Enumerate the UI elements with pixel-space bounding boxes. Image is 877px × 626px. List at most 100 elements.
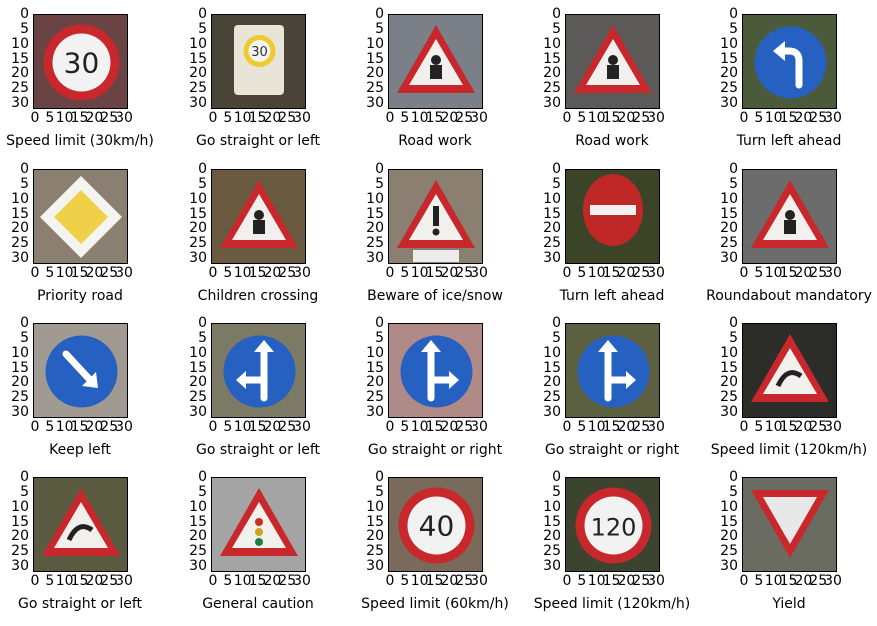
y-tick-label: 10 xyxy=(189,344,207,361)
x-tick-label: 5 xyxy=(754,110,764,126)
x-axis-ticks: 0 5 10 15 20 25 30 xyxy=(740,110,842,127)
y-tick-label: 30 xyxy=(720,95,738,112)
y-axis-ticks: 0 5 10 15 20 25 30 xyxy=(714,162,738,273)
x-tick-label: 5 xyxy=(45,265,55,281)
y-tick-label: 15 xyxy=(543,359,561,376)
y-tick-label: 15 xyxy=(543,50,561,67)
sign-blue-straight-right xyxy=(577,335,650,408)
y-tick-label: 0 xyxy=(729,315,738,331)
x-tick-label: 25 xyxy=(632,419,651,435)
x-tick-label: 15 xyxy=(779,110,798,126)
y-tick-label: 15 xyxy=(366,513,384,530)
x-tick-label: 20 xyxy=(440,265,459,281)
y-tick-label: 5 xyxy=(729,329,738,346)
sign-triangle-work xyxy=(574,25,652,93)
y-tick-label: 30 xyxy=(189,250,207,267)
subplot: 0 5 10 15 20 25 30 0 5 10 15 20 25 30 Priority road xyxy=(5,155,180,310)
x-tick-label: 10 xyxy=(55,265,74,281)
image-panel: 40 xyxy=(388,477,483,572)
y-tick-label: 10 xyxy=(11,35,29,52)
y-tick-label: 10 xyxy=(366,344,384,361)
x-tick-label: 0 xyxy=(385,110,395,126)
x-tick-label: 20 xyxy=(263,265,282,281)
x-tick-label: 10 xyxy=(410,419,429,435)
x-tick-label: 5 xyxy=(754,419,764,435)
y-tick-label: 5 xyxy=(20,483,29,500)
x-tick-label: 30 xyxy=(470,419,488,435)
y-tick-label: 25 xyxy=(189,80,207,97)
y-tick-label: 30 xyxy=(720,558,738,575)
subplot: 0 5 10 15 20 25 30 0 5 10 15 20 25 30 Road work xyxy=(360,0,535,155)
subplot: 0 5 10 15 20 25 30 0 5 10 15 20 25 30 Roundabout manda… xyxy=(706,155,877,310)
y-tick-label: 0 xyxy=(198,315,207,331)
image-panel xyxy=(388,169,483,264)
y-tick-label: 15 xyxy=(11,50,29,67)
x-tick-label: 30 xyxy=(824,265,842,281)
y-tick-label: 10 xyxy=(11,344,29,361)
x-tick-label: 15 xyxy=(602,265,621,281)
x-tick-label: 30 xyxy=(647,573,665,589)
subplot: 0 5 10 15 20 25 30 0 5 10 15 20 25 30 General caution xyxy=(183,463,358,618)
y-tick-label: 5 xyxy=(20,175,29,192)
y-tick-label: 15 xyxy=(189,205,207,222)
sign-figure xyxy=(608,55,618,65)
y-axis-ticks: 0 5 10 15 20 25 30 xyxy=(537,7,561,118)
y-tick-label: 30 xyxy=(189,95,207,112)
y-tick-label: 5 xyxy=(552,175,561,192)
x-tick-label: 5 xyxy=(754,265,764,281)
y-tick-label: 0 xyxy=(20,6,29,22)
y-tick-label: 0 xyxy=(375,469,384,485)
x-tick-label: 20 xyxy=(85,265,104,281)
y-tick-label: 10 xyxy=(11,190,29,207)
x-tick-label: 0 xyxy=(739,419,749,435)
sign-curve xyxy=(66,524,94,542)
y-tick-label: 30 xyxy=(543,95,561,112)
y-tick-label: 10 xyxy=(189,35,207,52)
sign-curve xyxy=(775,370,803,388)
x-tick-label: 20 xyxy=(85,110,104,126)
sign-face xyxy=(400,335,473,408)
x-axis-ticks: 0 5 10 15 20 25 30 xyxy=(31,110,133,127)
traffic-sign-image xyxy=(389,170,482,263)
x-tick-label: 0 xyxy=(208,419,218,435)
y-tick-label: 5 xyxy=(198,483,207,500)
y-axis-ticks: 0 5 10 15 20 25 30 xyxy=(714,7,738,118)
x-tick-label: 15 xyxy=(248,419,267,435)
x-tick-label: 5 xyxy=(400,573,410,589)
x-tick-label: 25 xyxy=(809,110,828,126)
subplot: 0 5 10 15 20 25 30 0 5 10 15 20 25 30 Beware of ice/sn… xyxy=(360,155,535,310)
y-tick-label: 15 xyxy=(189,50,207,67)
x-axis-ticks: 0 5 10 15 20 25 30 xyxy=(385,110,488,127)
y-tick-label: 20 xyxy=(543,528,561,545)
x-axis-ticks: 0 5 10 15 20 25 30 xyxy=(209,573,311,590)
x-axis-ticks: 0 5 10 15 20 25 30 xyxy=(386,573,488,590)
subplot-caption: Road work xyxy=(398,133,472,149)
x-tick-label: 15 xyxy=(248,110,267,126)
image-panel: 30 xyxy=(33,14,128,109)
x-axis-ticks: 0 5 10 15 20 25 30 xyxy=(563,573,665,590)
x-tick-label: 5 xyxy=(223,419,233,435)
x-tick-label: 5 xyxy=(577,265,587,281)
y-axis-ticks: 0 5 10 15 20 25 30 xyxy=(183,7,207,118)
sign-speed: 30 xyxy=(43,24,120,101)
traffic-sign-image xyxy=(212,324,305,417)
traffic-sign-image xyxy=(34,324,127,417)
x-tick-label: 25 xyxy=(455,265,474,281)
x-tick-label: 25 xyxy=(278,419,297,435)
x-tick-label: 10 xyxy=(410,110,429,126)
y-tick-label: 30 xyxy=(366,250,384,267)
image-panel xyxy=(742,169,837,264)
y-tick-label: 5 xyxy=(198,20,207,37)
x-tick-label: 20 xyxy=(617,265,636,281)
sign-exclamation xyxy=(433,206,439,226)
x-tick-label: 25 xyxy=(278,573,297,589)
x-tick-label: 25 xyxy=(100,265,119,281)
y-tick-label: 5 xyxy=(552,20,561,37)
y-tick-label: 5 xyxy=(198,329,207,346)
x-axis-ticks: 0 5 10 15 20 25 30 xyxy=(386,419,488,436)
y-tick-label: 30 xyxy=(11,95,29,112)
y-tick-label: 5 xyxy=(375,175,384,192)
x-tick-label: 15 xyxy=(602,573,621,589)
x-axis-ticks: 0 5 10 15 20 25 30 xyxy=(740,265,842,282)
subplot-caption: Speed limit (120km/h) xyxy=(710,442,868,458)
